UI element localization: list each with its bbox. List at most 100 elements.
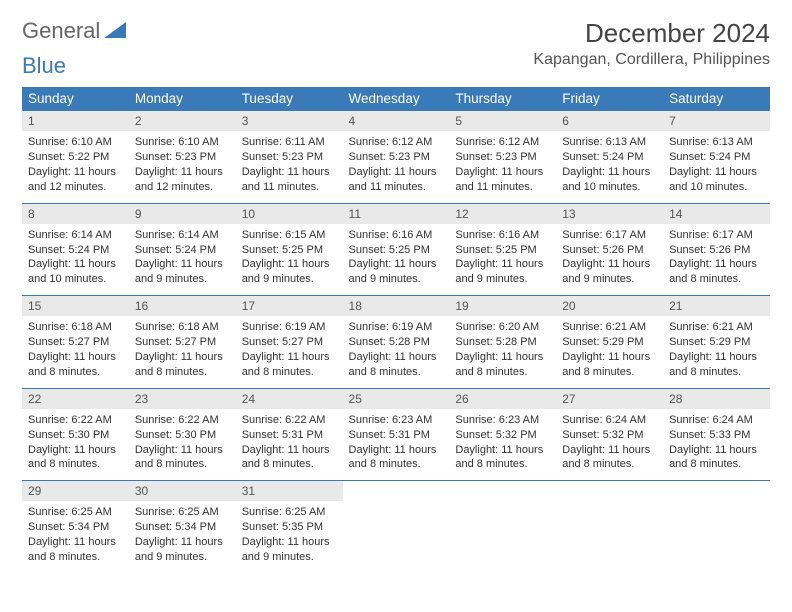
daylight-line: Daylight: 11 hours and 9 minutes.: [349, 257, 444, 287]
day-number: 4: [343, 111, 450, 131]
sunrise-line: Sunrise: 6:13 AM: [562, 135, 657, 150]
sunrise-line: Sunrise: 6:10 AM: [135, 135, 230, 150]
day-number: 2: [129, 111, 236, 131]
sunset-line: Sunset: 5:30 PM: [135, 428, 230, 443]
logo-text-blue: Blue: [22, 53, 770, 79]
day-content: Sunrise: 6:23 AMSunset: 5:31 PMDaylight:…: [343, 409, 450, 480]
day-number: 11: [343, 204, 450, 224]
daylight-line: Daylight: 11 hours and 8 minutes.: [669, 443, 764, 473]
sunrise-line: Sunrise: 6:18 AM: [28, 320, 123, 335]
sunset-line: Sunset: 5:28 PM: [455, 335, 550, 350]
day-number: 21: [663, 296, 770, 316]
calendar-day-cell: 4Sunrise: 6:12 AMSunset: 5:23 PMDaylight…: [343, 111, 450, 204]
day-content: Sunrise: 6:12 AMSunset: 5:23 PMDaylight:…: [449, 131, 556, 202]
calendar-day-cell: [663, 481, 770, 573]
sunset-line: Sunset: 5:26 PM: [562, 243, 657, 258]
daylight-line: Daylight: 11 hours and 9 minutes.: [135, 535, 230, 565]
sunset-line: Sunset: 5:25 PM: [455, 243, 550, 258]
calendar-day-cell: 17Sunrise: 6:19 AMSunset: 5:27 PMDayligh…: [236, 296, 343, 389]
weekday-header: Monday: [129, 87, 236, 111]
daylight-line: Daylight: 11 hours and 11 minutes.: [349, 165, 444, 195]
calendar-day-cell: 20Sunrise: 6:21 AMSunset: 5:29 PMDayligh…: [556, 296, 663, 389]
day-number: 14: [663, 204, 770, 224]
daylight-line: Daylight: 11 hours and 9 minutes.: [562, 257, 657, 287]
calendar-day-cell: 23Sunrise: 6:22 AMSunset: 5:30 PMDayligh…: [129, 388, 236, 481]
day-number: 20: [556, 296, 663, 316]
daylight-line: Daylight: 11 hours and 8 minutes.: [349, 350, 444, 380]
day-content: Sunrise: 6:18 AMSunset: 5:27 PMDaylight:…: [22, 316, 129, 387]
sunset-line: Sunset: 5:25 PM: [242, 243, 337, 258]
day-number: 8: [22, 204, 129, 224]
day-number: 12: [449, 204, 556, 224]
sunrise-line: Sunrise: 6:14 AM: [28, 228, 123, 243]
weekday-header: Thursday: [449, 87, 556, 111]
daylight-line: Daylight: 11 hours and 8 minutes.: [349, 443, 444, 473]
sunrise-line: Sunrise: 6:22 AM: [135, 413, 230, 428]
calendar-week-row: 29Sunrise: 6:25 AMSunset: 5:34 PMDayligh…: [22, 481, 770, 573]
daylight-line: Daylight: 11 hours and 12 minutes.: [28, 165, 123, 195]
calendar-day-cell: 22Sunrise: 6:22 AMSunset: 5:30 PMDayligh…: [22, 388, 129, 481]
sunset-line: Sunset: 5:27 PM: [135, 335, 230, 350]
day-content: Sunrise: 6:17 AMSunset: 5:26 PMDaylight:…: [556, 224, 663, 295]
sunset-line: Sunset: 5:32 PM: [562, 428, 657, 443]
daylight-line: Daylight: 11 hours and 11 minutes.: [242, 165, 337, 195]
sunrise-line: Sunrise: 6:20 AM: [455, 320, 550, 335]
day-content: Sunrise: 6:14 AMSunset: 5:24 PMDaylight:…: [129, 224, 236, 295]
logo-text-general: General: [22, 18, 100, 44]
day-number: 23: [129, 389, 236, 409]
daylight-line: Daylight: 11 hours and 12 minutes.: [135, 165, 230, 195]
sunset-line: Sunset: 5:28 PM: [349, 335, 444, 350]
sunrise-line: Sunrise: 6:16 AM: [349, 228, 444, 243]
day-content: Sunrise: 6:17 AMSunset: 5:26 PMDaylight:…: [663, 224, 770, 295]
sunset-line: Sunset: 5:23 PM: [135, 150, 230, 165]
weekday-header: Friday: [556, 87, 663, 111]
day-content: Sunrise: 6:25 AMSunset: 5:35 PMDaylight:…: [236, 501, 343, 572]
day-number: 25: [343, 389, 450, 409]
day-content: Sunrise: 6:20 AMSunset: 5:28 PMDaylight:…: [449, 316, 556, 387]
calendar-day-cell: 1Sunrise: 6:10 AMSunset: 5:22 PMDaylight…: [22, 111, 129, 204]
sunrise-line: Sunrise: 6:25 AM: [135, 505, 230, 520]
calendar-day-cell: 2 Sunrise: 6:10 AMSunset: 5:23 PMDaylight…: [129, 111, 236, 204]
calendar-day-cell: 18Sunrise: 6:19 AMSunset: 5:28 PMDayligh…: [343, 296, 450, 389]
daylight-line: Daylight: 11 hours and 9 minutes.: [242, 257, 337, 287]
day-number: 15: [22, 296, 129, 316]
sunset-line: Sunset: 5:24 PM: [562, 150, 657, 165]
day-number: 30: [129, 481, 236, 501]
calendar-day-cell: 14Sunrise: 6:17 AMSunset: 5:26 PMDayligh…: [663, 203, 770, 296]
sunrise-line: Sunrise: 6:10 AM: [28, 135, 123, 150]
day-number: 26: [449, 389, 556, 409]
sunrise-line: Sunrise: 6:23 AM: [455, 413, 550, 428]
sunrise-line: Sunrise: 6:12 AM: [455, 135, 550, 150]
day-content: Sunrise: 6:19 AMSunset: 5:28 PMDaylight:…: [343, 316, 450, 387]
logo: General: [22, 18, 128, 44]
day-content: Sunrise: 6:15 AMSunset: 5:25 PMDaylight:…: [236, 224, 343, 295]
weekday-header: Sunday: [22, 87, 129, 111]
calendar-week-row: 1Sunrise: 6:10 AMSunset: 5:22 PMDaylight…: [22, 111, 770, 204]
day-number: 3: [236, 111, 343, 131]
day-content: Sunrise: 6:12 AMSunset: 5:23 PMDaylight:…: [343, 131, 450, 202]
weekday-header: Saturday: [663, 87, 770, 111]
sunrise-line: Sunrise: 6:17 AM: [562, 228, 657, 243]
calendar-day-cell: [449, 481, 556, 573]
sunset-line: Sunset: 5:24 PM: [135, 243, 230, 258]
daylight-line: Daylight: 11 hours and 8 minutes.: [562, 350, 657, 380]
sunset-line: Sunset: 5:33 PM: [669, 428, 764, 443]
day-content: Sunrise: 6:10 AMSunset: 5:22 PMDaylight:…: [22, 131, 129, 202]
daylight-line: Daylight: 11 hours and 9 minutes.: [242, 535, 337, 565]
sunset-line: Sunset: 5:31 PM: [242, 428, 337, 443]
sunrise-line: Sunrise: 6:14 AM: [135, 228, 230, 243]
calendar-week-row: 15Sunrise: 6:18 AMSunset: 5:27 PMDayligh…: [22, 296, 770, 389]
day-number: 1: [22, 111, 129, 131]
calendar-day-cell: 5Sunrise: 6:12 AMSunset: 5:23 PMDaylight…: [449, 111, 556, 204]
sunrise-line: Sunrise: 6:21 AM: [669, 320, 764, 335]
day-content: Sunrise: 6:21 AMSunset: 5:29 PMDaylight:…: [663, 316, 770, 387]
day-number: 10: [236, 204, 343, 224]
sunrise-line: Sunrise: 6:19 AM: [349, 320, 444, 335]
sunset-line: Sunset: 5:25 PM: [349, 243, 444, 258]
weekday-header-row: Sunday Monday Tuesday Wednesday Thursday…: [22, 87, 770, 111]
calendar-day-cell: [556, 481, 663, 573]
day-content: Sunrise: 6:18 AMSunset: 5:27 PMDaylight:…: [129, 316, 236, 387]
daylight-line: Daylight: 11 hours and 8 minutes.: [28, 443, 123, 473]
calendar-day-cell: 30Sunrise: 6:25 AMSunset: 5:34 PMDayligh…: [129, 481, 236, 573]
sunset-line: Sunset: 5:24 PM: [669, 150, 764, 165]
